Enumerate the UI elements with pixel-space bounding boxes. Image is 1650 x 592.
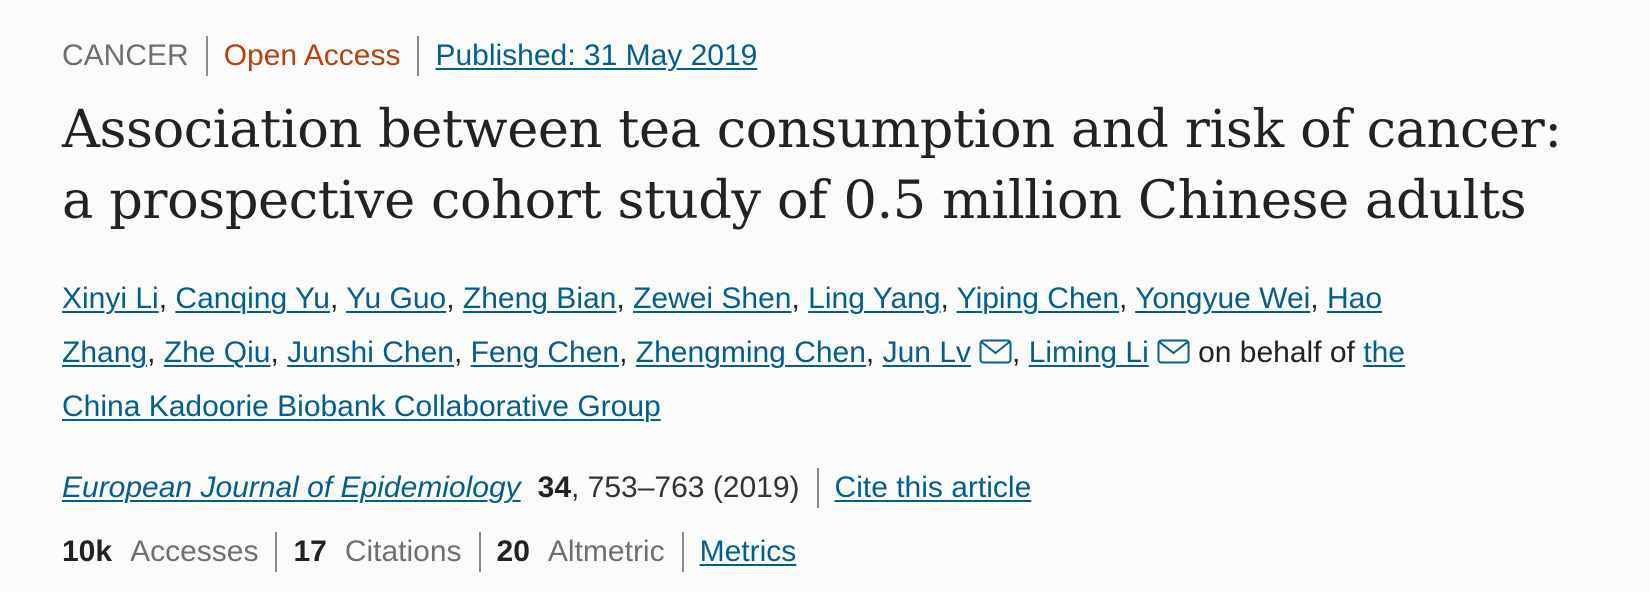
published-date-link[interactable]: Published: 31 May 2019	[435, 39, 758, 72]
author-link[interactable]: Junshi Chen	[287, 336, 454, 369]
open-access-badge: Open Access	[223, 39, 401, 72]
journal-link[interactable]: European Journal of Epidemiology	[62, 471, 521, 504]
author-separator: ,	[270, 336, 279, 369]
divider	[681, 532, 684, 572]
article-title: Association between tea consumption and …	[62, 94, 1622, 236]
citations-count: 17	[293, 535, 327, 568]
on-behalf-of-text: on behalf of	[1198, 336, 1355, 369]
author-separator: ,	[446, 282, 455, 315]
author-separator: ,	[1310, 282, 1319, 315]
article-subject: CANCER	[62, 39, 189, 72]
author-link[interactable]: Yongyue Wei	[1135, 282, 1311, 315]
author-link[interactable]: Zewei Shen	[633, 282, 792, 315]
envelope-icon[interactable]	[979, 339, 1012, 364]
author-list-line-1: Xinyi Li, Canqing Yu, Yu Guo, Zheng Bian…	[62, 272, 1582, 326]
author-link[interactable]: Zheng Bian	[462, 282, 617, 315]
altmetric-count: 20	[496, 535, 530, 568]
cite-article-link[interactable]: Cite this article	[834, 471, 1032, 504]
group-link-part-1[interactable]: the	[1363, 336, 1405, 369]
author-link-part-2[interactable]: Zhang	[62, 336, 148, 369]
author-list-line-2: Zhang, Zhe Qiu, Junshi Chen, Feng Chen, …	[62, 326, 1582, 380]
article-title-line-1: Association between tea consumption and …	[62, 99, 1562, 160]
author-link[interactable]: Yu Guo	[346, 282, 447, 315]
article-title-line-2: a prospective cohort study of 0.5 millio…	[62, 170, 1527, 231]
envelope-icon[interactable]	[1157, 339, 1190, 364]
citations-label: Citations	[344, 535, 462, 568]
divider	[417, 36, 420, 76]
divider	[205, 36, 208, 76]
accesses-count: 10k	[62, 535, 113, 568]
author-link[interactable]: Jun Lv	[882, 336, 971, 369]
author-separator: ,	[1012, 336, 1021, 369]
author-link[interactable]: Ling Yang	[808, 282, 941, 315]
metrics-link[interactable]: Metrics	[699, 535, 797, 568]
author-separator: ,	[619, 336, 628, 369]
author-list: Xinyi Li, Canqing Yu, Yu Guo, Zheng Bian…	[62, 272, 1582, 434]
author-link[interactable]: Feng Chen	[470, 336, 620, 369]
accesses-label: Accesses	[130, 535, 259, 568]
author-link[interactable]: Xinyi Li	[62, 282, 159, 315]
author-list-line-3: China Kadoorie Biobank Collaborative Gro…	[62, 380, 1582, 434]
author-link[interactable]: Yiping Chen	[956, 282, 1120, 315]
author-separator: ,	[791, 282, 800, 315]
author-link[interactable]: Zhengming Chen	[635, 336, 866, 369]
divider	[816, 468, 819, 508]
metrics-row: 10k Accesses 17 Citations 20 Altmetric M…	[62, 530, 796, 574]
author-link[interactable]: Canqing Yu	[175, 282, 330, 315]
author-separator: ,	[616, 282, 625, 315]
author-separator: ,	[940, 282, 949, 315]
author-separator: ,	[147, 336, 156, 369]
author-link[interactable]: Zhe Qiu	[163, 336, 271, 369]
divider	[478, 532, 481, 572]
author-separator: ,	[158, 282, 168, 315]
author-link[interactable]: Liming Li	[1028, 336, 1149, 369]
altmetric-label: Altmetric	[547, 535, 665, 568]
author-separator: ,	[865, 336, 875, 369]
author-separator: ,	[330, 282, 339, 315]
article-meta-row: CANCER Open Access Published: 31 May 201…	[62, 36, 757, 76]
journal-volume: 34	[537, 471, 572, 504]
citation-row: European Journal of Epidemiology 34 , 75…	[62, 466, 1031, 510]
author-link-part-1[interactable]: Hao	[1326, 282, 1383, 315]
author-separator: ,	[453, 336, 463, 369]
group-link-part-2[interactable]: China Kadoorie Biobank Collaborative Gro…	[62, 390, 661, 423]
author-separator: ,	[1119, 282, 1128, 315]
journal-pages-year: , 753–763 (2019)	[571, 471, 800, 504]
divider	[275, 532, 278, 572]
